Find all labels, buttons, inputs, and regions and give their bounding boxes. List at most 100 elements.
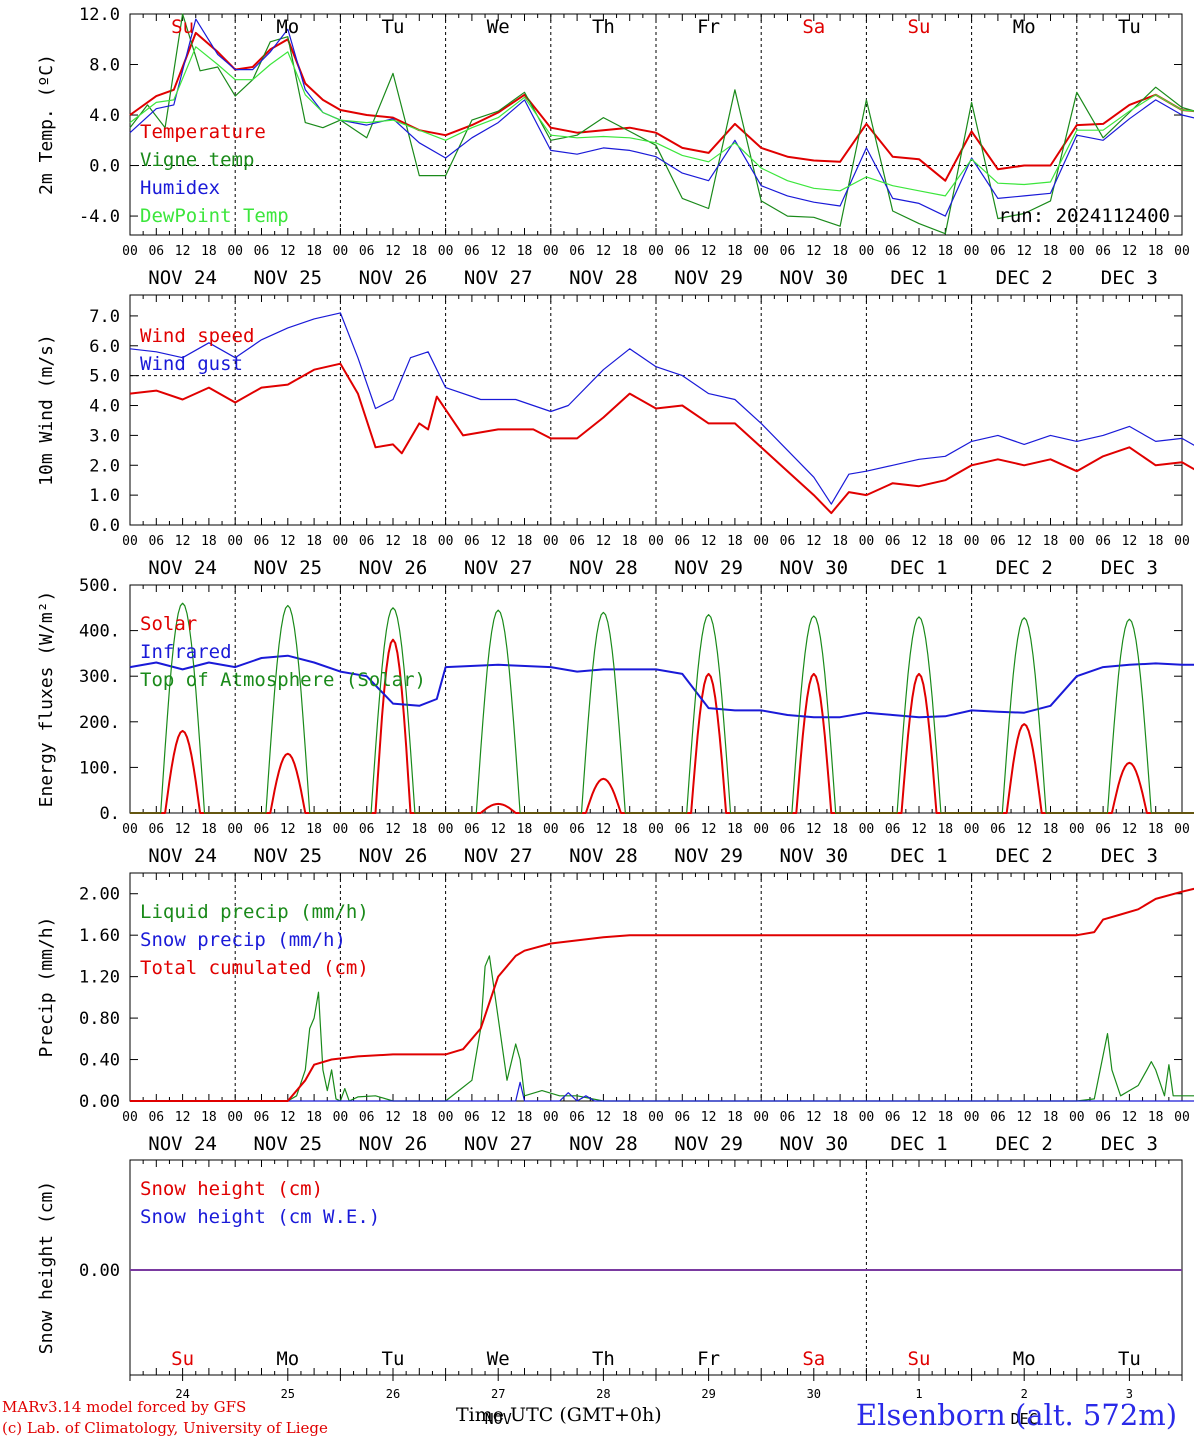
energy-hour-label: 06 — [359, 822, 375, 837]
wind-series-wind-speed — [129, 362, 1194, 515]
wind-hour-label: 12 — [1122, 534, 1138, 549]
temp-hour-label: 00 — [753, 244, 769, 259]
temp-hour-label: 00 — [648, 244, 664, 259]
wind-hour-label: 06 — [464, 534, 480, 549]
energy-hour-label: 06 — [148, 822, 164, 837]
wind-panel: 7.0 6.0 5.0 4.0 3.0 2.0 1.0 0.0 10m Wind (m/s) Wi… — [36, 294, 1194, 579]
temp-hour-label: 18 — [411, 244, 427, 259]
energy-day-label: NOV 29 — [674, 845, 743, 867]
temp-legend-temperature: Temperature — [140, 121, 266, 143]
wind-day-label: DEC 1 — [890, 557, 947, 579]
temp-hour-label: 12 — [490, 244, 506, 259]
wind-hour-label: 12 — [175, 534, 191, 549]
precip-hour-label: 18 — [727, 1110, 743, 1125]
precip-hour-label: 18 — [306, 1110, 322, 1125]
energy-hour-label: 12 — [806, 822, 822, 837]
wind-hour-label: 18 — [727, 534, 743, 549]
snow-day-number: 30 — [807, 1387, 821, 1401]
energy-legend-top-of-atmosphere-solar-: Top of Atmosphere (Solar) — [140, 669, 426, 691]
temp-day-label: DEC 3 — [1101, 267, 1158, 289]
energy-hour-label: 18 — [1148, 822, 1164, 837]
temp-hour-label: 18 — [937, 244, 953, 259]
wind-hour-label: 06 — [990, 534, 1006, 549]
temp-hour-label: 12 — [175, 244, 191, 259]
wind-hour-label: 12 — [385, 534, 401, 549]
energy-hour-label: 18 — [832, 822, 848, 837]
precip-day-label: NOV 29 — [674, 1133, 743, 1155]
snow-day-number: 24 — [175, 1387, 189, 1401]
temp-legend-humidex: Humidex — [140, 177, 220, 199]
precip-hour-label: 00 — [648, 1110, 664, 1125]
temp-hour-label: 12 — [806, 244, 822, 259]
temp-hour-label: 12 — [1016, 244, 1032, 259]
temp-weekday-label: Mo — [276, 16, 299, 38]
wind-hour-label: 00 — [1174, 534, 1190, 549]
temp-legend-vigne-temp: Vigne temp — [140, 149, 254, 171]
precip-hour-label: 00 — [1174, 1110, 1190, 1125]
precip-legend-total-cumulated-cm-: Total cumulated (cm) — [140, 957, 369, 979]
snow-weekday-label: Fr — [697, 1348, 720, 1370]
wind-hour-label: 12 — [1016, 534, 1032, 549]
precip-hour-label: 12 — [385, 1110, 401, 1125]
temp-hour-label: 00 — [859, 244, 875, 259]
energy-hour-label: 12 — [911, 822, 927, 837]
precip-hour-label: 18 — [937, 1110, 953, 1125]
wind-hour-label: 00 — [648, 534, 664, 549]
precip-hour-label: 00 — [333, 1110, 349, 1125]
wind-day-label: NOV 25 — [253, 557, 322, 579]
precip-hour-label: 12 — [175, 1110, 191, 1125]
temp-hour-label: 00 — [122, 244, 138, 259]
temp-hour-label: 12 — [385, 244, 401, 259]
precip-series-total-cumulated-cm- — [130, 887, 1194, 1102]
precip-day-label: DEC 2 — [996, 1133, 1053, 1155]
energy-hour-label: 00 — [1069, 822, 1085, 837]
temp-y-tick-label: 12.0 — [79, 5, 120, 25]
wind-hour-label: 18 — [937, 534, 953, 549]
wind-y-tick-label: 6.0 — [89, 337, 120, 357]
precip-y-tick-label: 0.00 — [79, 1092, 120, 1112]
snow-weekday-label: Th — [592, 1348, 615, 1370]
precip-y-axis-label: Precip (mm/h) — [36, 917, 57, 1058]
snow-legend-snow-height-cm-: Snow height (cm) — [140, 1178, 323, 1200]
energy-hour-label: 00 — [1174, 822, 1190, 837]
temp-weekday-label: Th — [592, 16, 615, 38]
snow-weekday-label: Mo — [276, 1348, 299, 1370]
temp-hour-label: 06 — [148, 244, 164, 259]
precip-series-snow-precip-mm-h- — [130, 1081, 1194, 1102]
precip-day-label: NOV 28 — [569, 1133, 638, 1155]
wind-y-tick-label: 1.0 — [89, 486, 120, 506]
energy-hour-label: 18 — [1043, 822, 1059, 837]
energy-day-label: DEC 1 — [890, 845, 947, 867]
energy-hour-label: 00 — [543, 822, 559, 837]
temp-y-tick-label: 0.0 — [89, 157, 120, 177]
energy-y-tick-label: 100. — [79, 758, 120, 778]
energy-hour-label: 18 — [306, 822, 322, 837]
temp-series-dewpoint-temp — [129, 46, 1194, 197]
energy-day-label: NOV 27 — [464, 845, 533, 867]
wind-hour-label: 06 — [254, 534, 270, 549]
energy-legend-infrared: Infrared — [140, 641, 232, 663]
energy-y-tick-label: 0. — [100, 804, 120, 824]
energy-hour-label: 00 — [753, 822, 769, 837]
snow-weekday-label: Su — [908, 1348, 931, 1370]
precip-hour-label: 12 — [490, 1110, 506, 1125]
energy-hour-label: 18 — [727, 822, 743, 837]
precip-hour-label: 06 — [464, 1110, 480, 1125]
temp-day-label: DEC 2 — [996, 267, 1053, 289]
temp-weekday-label: Sa — [802, 16, 825, 38]
energy-hour-label: 00 — [964, 822, 980, 837]
wind-hour-label: 00 — [333, 534, 349, 549]
precip-hour-label: 00 — [753, 1110, 769, 1125]
time-axis-label: Time UTC (GMT+0h) — [456, 1404, 662, 1426]
energy-hour-label: 12 — [175, 822, 191, 837]
wind-day-label: NOV 24 — [148, 557, 217, 579]
precip-legend-snow-precip-mm-h-: Snow precip (mm/h) — [140, 929, 346, 951]
temp-legend-dewpoint-temp: DewPoint Temp — [140, 205, 289, 227]
wind-hour-label: 12 — [806, 534, 822, 549]
temp-hour-label: 18 — [622, 244, 638, 259]
temp-hour-label: 00 — [1174, 244, 1190, 259]
wind-hour-label: 18 — [832, 534, 848, 549]
snow-weekday-label: Sa — [802, 1348, 825, 1370]
energy-hour-label: 00 — [438, 822, 454, 837]
